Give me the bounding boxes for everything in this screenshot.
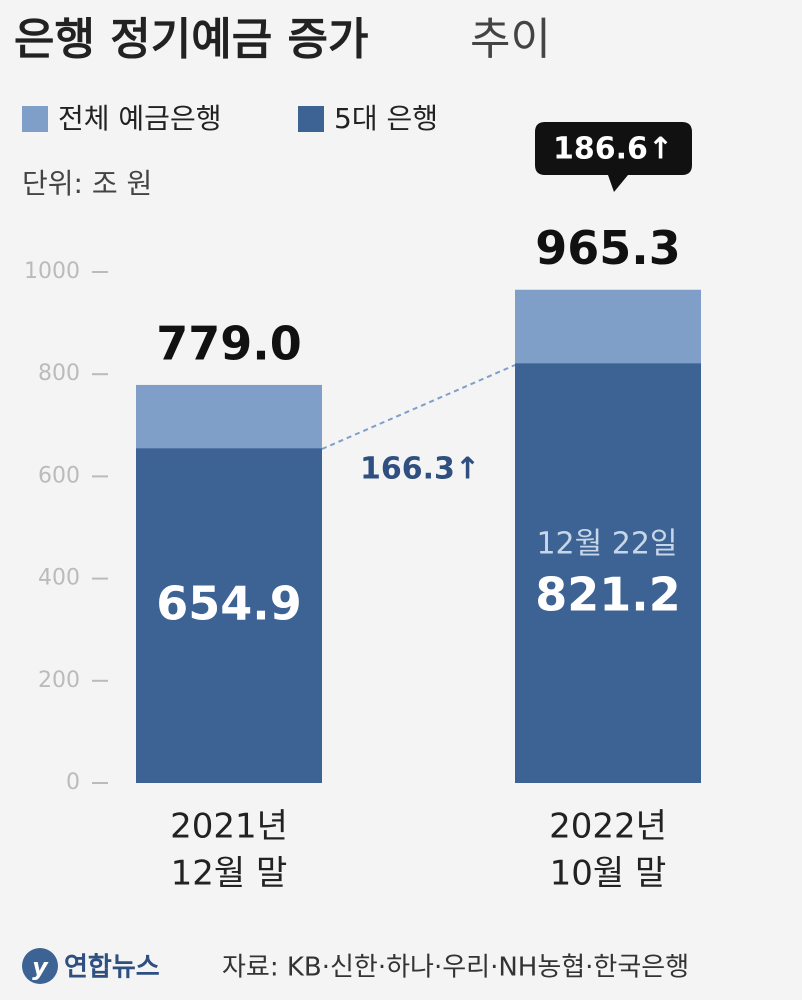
y-tick-label: 200 (38, 668, 80, 693)
x-tick-label: 2022년 (549, 807, 667, 847)
callout-box (535, 122, 692, 192)
logo-mark: y (32, 953, 49, 981)
legend-label: 5대 은행 (334, 102, 438, 135)
source: 자료: KB·신한·하나·우리·NH농협·한국은행 (222, 953, 689, 983)
chart-title-suffix: 추이 (470, 14, 551, 65)
x-tick-label: 10월 말 (550, 854, 667, 894)
chart-title: 은행 정기예금 증가 (14, 14, 368, 65)
annotation: 166.3↑ (360, 452, 480, 487)
connector-line (321, 364, 516, 450)
legend-swatch (22, 106, 48, 132)
legend-label: 전체 예금은행 (58, 102, 221, 135)
y-tick-label: 600 (38, 463, 80, 488)
bar (136, 448, 322, 783)
bar (515, 363, 701, 783)
y-tick-label: 400 (38, 566, 80, 591)
x-tick-label: 12월 말 (171, 854, 288, 894)
legend-swatch (298, 106, 324, 132)
logo-icon (22, 948, 58, 984)
unit-label: 단위: 조 원 (22, 167, 152, 200)
value-label: 654.9 (156, 577, 302, 631)
y-tick-label: 0 (66, 770, 80, 795)
annotation: 186.6↑ (553, 132, 673, 167)
y-tick-label: 1000 (24, 259, 80, 284)
logo-text: 연합뉴스 (64, 953, 160, 983)
value-label: 965.3 (535, 221, 681, 275)
value-label: 821.2 (535, 568, 681, 622)
x-tick-label: 2021년 (170, 807, 288, 847)
value-label: 779.0 (156, 316, 302, 370)
annotation: 12월 22일 (536, 527, 677, 562)
y-tick-label: 800 (38, 361, 80, 386)
